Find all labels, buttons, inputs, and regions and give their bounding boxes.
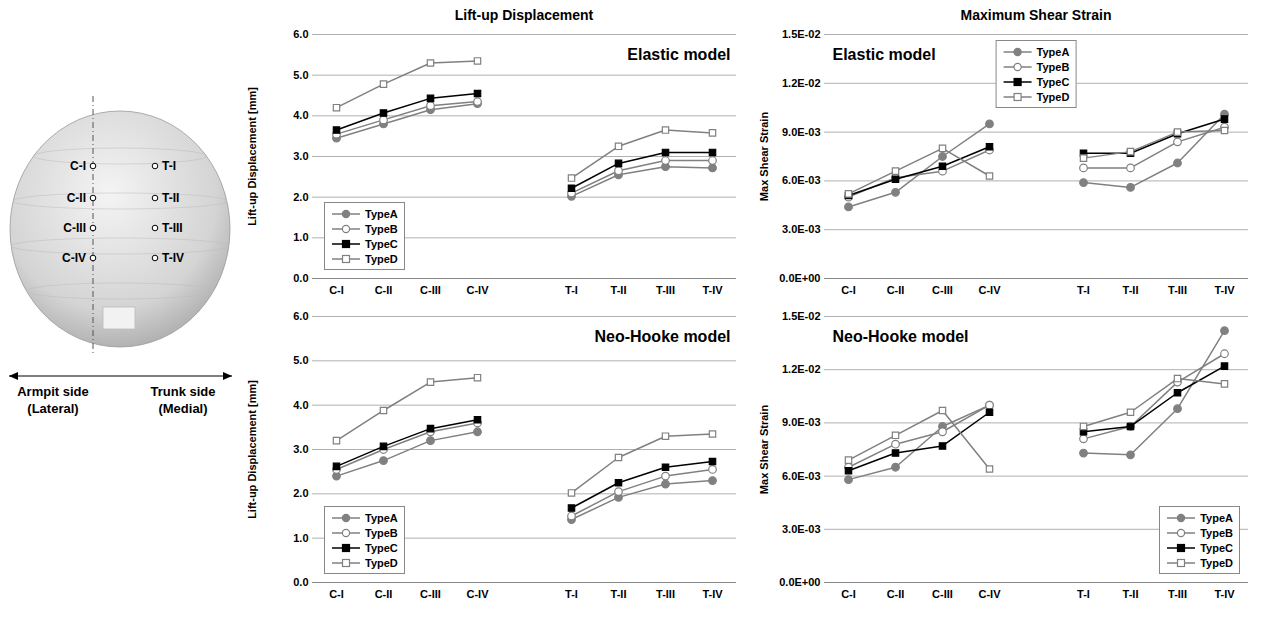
svg-text:0.0E+00: 0.0E+00 [779, 272, 820, 284]
html-text:TypeC: TypeC [1200, 541, 1233, 554]
svg-text:T-II: T-II [162, 191, 179, 205]
svg-text:C-III: C-III [932, 588, 953, 600]
svg-text:T-IV: T-IV [1214, 284, 1235, 296]
svg-text:1.5E-02: 1.5E-02 [782, 28, 821, 40]
svg-text:2.0: 2.0 [293, 191, 308, 203]
html-text:Lift-up Displacement: Lift-up Displacement [454, 7, 594, 23]
html-text:TypeD: TypeD [365, 556, 398, 569]
svg-text:3.0: 3.0 [293, 150, 308, 162]
svg-text:4.0: 4.0 [293, 399, 308, 411]
svg-text:1.2E-02: 1.2E-02 [782, 363, 821, 375]
svg-text:5.0: 5.0 [293, 69, 308, 81]
svg-text:1.0: 1.0 [293, 532, 308, 544]
svg-text:3.0: 3.0 [293, 443, 308, 455]
svg-text:Neo-Hooke model: Neo-Hooke model [833, 328, 969, 345]
html-text:TypeD: TypeD [1200, 556, 1233, 569]
html-text:TypeB: TypeB [1200, 526, 1233, 539]
svg-text:Max Shear Strain: Max Shear Strain [758, 405, 770, 495]
svg-text:T-I: T-I [1077, 284, 1090, 296]
svg-text:T-I: T-I [162, 159, 176, 173]
svg-text:C-III: C-III [420, 284, 441, 296]
svg-text:T-I: T-I [1077, 588, 1090, 600]
svg-text:T-IV: T-IV [162, 251, 184, 265]
html-text:TypeA: TypeA [1200, 511, 1233, 524]
html-text:TypeB: TypeB [365, 526, 398, 539]
svg-text:C-IV: C-IV [467, 284, 490, 296]
svg-text:0.0E+00: 0.0E+00 [779, 576, 820, 588]
svg-text:C-IV: C-IV [62, 251, 86, 265]
svg-text:T-I: T-I [565, 588, 578, 600]
html-text:TypeC: TypeC [1036, 75, 1070, 88]
svg-text:T-IV: T-IV [702, 588, 723, 600]
svg-text:C-II: C-II [67, 191, 86, 205]
svg-text:(Medial): (Medial) [158, 401, 207, 416]
svg-text:Elastic model: Elastic model [627, 46, 730, 63]
svg-text:C-III: C-III [63, 221, 86, 235]
svg-text:Elastic model: Elastic model [833, 46, 936, 63]
svg-text:2.0: 2.0 [293, 487, 308, 499]
svg-text:C-I: C-I [329, 588, 344, 600]
html-text:TypeA: TypeA [1036, 45, 1070, 58]
svg-text:T-II: T-II [1123, 588, 1139, 600]
svg-text:1.5E-02: 1.5E-02 [782, 310, 821, 322]
svg-text:0.0: 0.0 [293, 272, 308, 284]
svg-text:C-I: C-I [841, 284, 856, 296]
svg-text:T-III: T-III [1168, 588, 1187, 600]
svg-text:T-III: T-III [656, 284, 675, 296]
svg-text:6.0: 6.0 [293, 28, 308, 40]
svg-text:T-III: T-III [162, 221, 183, 235]
svg-text:T-II: T-II [1123, 284, 1139, 296]
svg-text:C-IV: C-IV [467, 588, 490, 600]
svg-text:T-IV: T-IV [1214, 588, 1235, 600]
html-text:TypeC: TypeC [365, 541, 398, 554]
svg-text:C-III: C-III [420, 588, 441, 600]
svg-text:Lift-up Displacement [mm]: Lift-up Displacement [mm] [246, 87, 258, 226]
svg-text:0.0: 0.0 [293, 576, 308, 588]
svg-text:C-I: C-I [841, 588, 856, 600]
html-text:TypeB: TypeB [1036, 60, 1070, 73]
svg-text:(Lateral): (Lateral) [27, 401, 78, 416]
html-text:TypeA: TypeA [365, 511, 398, 524]
svg-text:T-III: T-III [1168, 284, 1187, 296]
svg-text:Armpit side: Armpit side [17, 384, 89, 399]
svg-text:Trunk side: Trunk side [150, 384, 215, 399]
svg-text:6.0E-03: 6.0E-03 [782, 470, 821, 482]
svg-text:C-III: C-III [932, 284, 953, 296]
svg-text:T-IV: T-IV [702, 284, 723, 296]
svg-text:C-I: C-I [70, 159, 86, 173]
svg-text:T-I: T-I [565, 284, 578, 296]
svg-text:9.0E-03: 9.0E-03 [782, 126, 821, 138]
svg-text:C-IV: C-IV [979, 284, 1002, 296]
svg-text:C-II: C-II [887, 588, 905, 600]
svg-text:Neo-Hooke model: Neo-Hooke model [594, 328, 730, 345]
html-text:TypeC: TypeC [365, 237, 398, 250]
svg-text:C-IV: C-IV [979, 588, 1002, 600]
svg-text:1.0: 1.0 [293, 231, 308, 243]
svg-text:6.0E-03: 6.0E-03 [782, 174, 821, 186]
svg-text:C-II: C-II [375, 284, 393, 296]
svg-text:5.0: 5.0 [293, 354, 308, 366]
svg-text:Lift-up Displacement [mm]: Lift-up Displacement [mm] [246, 380, 258, 519]
svg-text:9.0E-03: 9.0E-03 [782, 416, 821, 428]
svg-text:C-I: C-I [329, 284, 344, 296]
html-text:TypeA: TypeA [365, 207, 398, 220]
svg-text:3.0E-03: 3.0E-03 [782, 223, 821, 235]
html-text:Maximum Shear Strain: Maximum Shear Strain [960, 7, 1112, 23]
svg-text:1.2E-02: 1.2E-02 [782, 77, 821, 89]
svg-text:T-II: T-II [611, 284, 627, 296]
svg-text:C-II: C-II [375, 588, 393, 600]
svg-text:4.0: 4.0 [293, 109, 308, 121]
svg-text:T-II: T-II [611, 588, 627, 600]
html-text:TypeD: TypeD [365, 252, 398, 265]
svg-text:3.0E-03: 3.0E-03 [782, 523, 821, 535]
svg-text:C-II: C-II [887, 284, 905, 296]
svg-text:Max Shear Strain: Max Shear Strain [758, 112, 770, 202]
svg-text:T-III: T-III [656, 588, 675, 600]
html-text:TypeD: TypeD [1036, 90, 1070, 103]
svg-text:6.0: 6.0 [293, 310, 308, 322]
html-text:TypeB: TypeB [365, 222, 398, 235]
